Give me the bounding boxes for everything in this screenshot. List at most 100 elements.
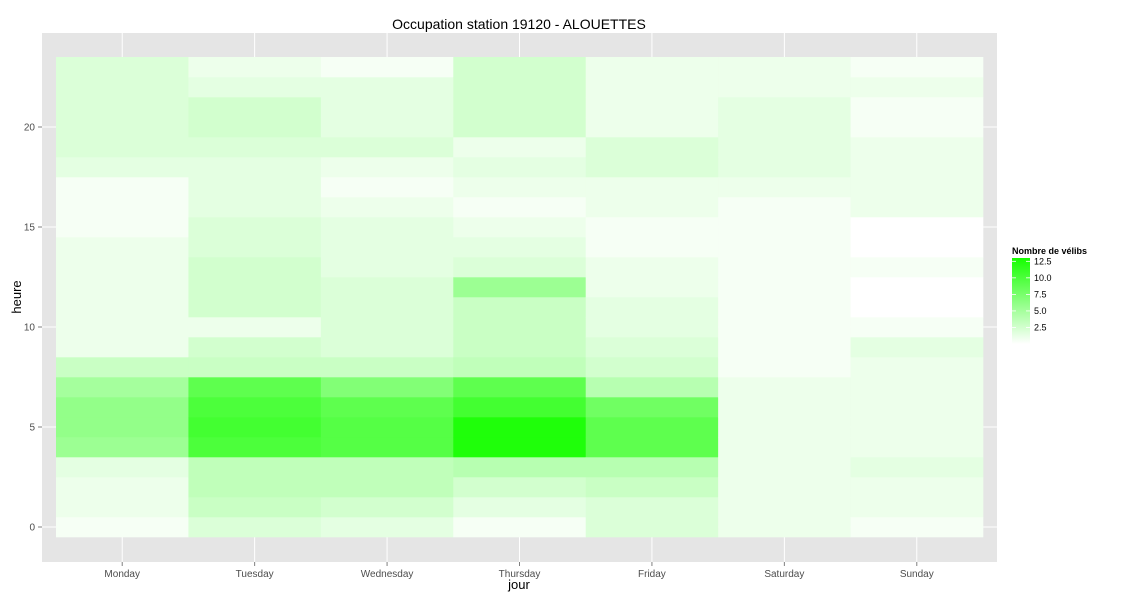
heatmap-cell-friday-11 <box>585 297 719 318</box>
heatmap-cell-saturday-19 <box>718 137 851 158</box>
heatmap-cell-monday-12 <box>56 277 189 298</box>
heatmap-cell-tuesday-1 <box>188 497 322 518</box>
heatmap-cell-tuesday-2 <box>188 477 322 498</box>
x-tick-label-saturday: Saturday <box>764 569 804 580</box>
heatmap-cell-wednesday-7 <box>320 377 454 398</box>
heatmap-cell-thursday-10 <box>453 317 587 338</box>
heatmap-cell-sunday-5 <box>850 417 984 438</box>
x-tick-label-wednesday: Wednesday <box>361 569 414 580</box>
heatmap-cell-monday-18 <box>56 157 189 178</box>
heatmap-cell-saturday-9 <box>718 337 851 358</box>
heatmap-cell-tuesday-11 <box>188 297 322 318</box>
y-axis-ticks: 0 5 10 15 20 <box>24 123 42 534</box>
heatmap-cell-tuesday-18 <box>188 157 322 178</box>
heatmap-cell-sunday-10 <box>850 317 984 338</box>
heatmap-cell-monday-8 <box>56 357 189 378</box>
heatmap-cell-wednesday-21 <box>320 97 454 118</box>
heatmap-cell-friday-21 <box>585 97 719 118</box>
heatmap-cell-tuesday-0 <box>188 517 322 538</box>
heatmap-cell-monday-9 <box>56 337 189 358</box>
heatmap-cell-sunday-21 <box>850 97 984 118</box>
heatmap-cell-wednesday-15 <box>320 217 454 238</box>
heatmap-cell-wednesday-4 <box>320 437 454 458</box>
heatmap-cell-thursday-9 <box>453 337 587 358</box>
heatmap-cell-friday-13 <box>585 257 719 278</box>
heatmap-cell-sunday-20 <box>850 117 984 138</box>
heatmap-cell-thursday-8 <box>453 357 587 378</box>
heatmap-cell-monday-1 <box>56 497 189 518</box>
heatmap-cell-wednesday-2 <box>320 477 454 498</box>
heatmap-cell-sunday-8 <box>850 357 984 378</box>
heatmap-cell-wednesday-1 <box>320 497 454 518</box>
heatmap-cell-tuesday-6 <box>188 397 322 418</box>
heatmap-cell-friday-15 <box>585 217 719 238</box>
heatmap-cells <box>56 57 984 538</box>
heatmap-cell-thursday-13 <box>453 257 587 278</box>
heatmap-cell-tuesday-12 <box>188 277 322 298</box>
heatmap-cell-wednesday-13 <box>320 257 454 278</box>
heatmap-cell-saturday-18 <box>718 157 851 178</box>
heatmap-cell-monday-20 <box>56 117 189 138</box>
heatmap-cell-friday-19 <box>585 137 719 158</box>
heatmap-cell-wednesday-22 <box>320 77 454 98</box>
heatmap-cell-wednesday-14 <box>320 237 454 258</box>
chart-title: Occupation station 19120 - ALOUETTES <box>392 16 646 32</box>
heatmap-cell-friday-8 <box>585 357 719 378</box>
heatmap-cell-saturday-6 <box>718 397 851 418</box>
x-tick-label-tuesday: Tuesday <box>236 569 274 580</box>
heatmap-cell-wednesday-5 <box>320 417 454 438</box>
heatmap-cell-tuesday-16 <box>188 197 322 218</box>
legend-ticks: 2.5 5.0 7.5 10.0 12.5 <box>1012 256 1052 332</box>
heatmap-cell-tuesday-7 <box>188 377 322 398</box>
legend-colorbar <box>1012 258 1030 344</box>
heatmap-cell-tuesday-5 <box>188 417 322 438</box>
heatmap-cell-thursday-17 <box>453 177 587 198</box>
heatmap-cell-monday-5 <box>56 417 189 438</box>
y-axis-title: heure <box>9 280 24 313</box>
heatmap-cell-thursday-15 <box>453 217 587 238</box>
heatmap-cell-thursday-1 <box>453 497 587 518</box>
heatmap-cell-sunday-15 <box>850 217 984 238</box>
heatmap-cell-wednesday-6 <box>320 397 454 418</box>
heatmap-cell-monday-13 <box>56 257 189 278</box>
heatmap-cell-wednesday-17 <box>320 177 454 198</box>
heatmap-cell-saturday-3 <box>718 457 851 478</box>
x-tick-label-friday: Friday <box>638 569 666 580</box>
heatmap-cell-thursday-22 <box>453 77 587 98</box>
heatmap-cell-sunday-17 <box>850 177 984 198</box>
heatmap-cell-tuesday-20 <box>188 117 322 138</box>
heatmap-cell-thursday-2 <box>453 477 587 498</box>
heatmap-cell-monday-4 <box>56 437 189 458</box>
heatmap-cell-monday-15 <box>56 217 189 238</box>
heatmap-cell-sunday-16 <box>850 197 984 218</box>
heatmap-cell-friday-23 <box>585 57 719 78</box>
heatmap-cell-saturday-5 <box>718 417 851 438</box>
heatmap-cell-tuesday-21 <box>188 97 322 118</box>
heatmap-cell-friday-9 <box>585 337 719 358</box>
heatmap-cell-saturday-17 <box>718 177 851 198</box>
x-tick-label-monday: Monday <box>104 569 140 580</box>
heatmap-cell-monday-19 <box>56 137 189 158</box>
heatmap-cell-saturday-23 <box>718 57 851 78</box>
legend-label-0: 2.5 <box>1034 322 1047 332</box>
heatmap-cell-sunday-0 <box>850 517 984 538</box>
heatmap-cell-friday-12 <box>585 277 719 298</box>
heatmap-cell-sunday-23 <box>850 57 984 78</box>
heatmap-cell-monday-23 <box>56 57 189 78</box>
heatmap-cell-monday-17 <box>56 177 189 198</box>
heatmap-cell-friday-16 <box>585 197 719 218</box>
heatmap-cell-tuesday-19 <box>188 137 322 158</box>
heatmap-cell-thursday-21 <box>453 97 587 118</box>
y-tick-label-2: 10 <box>24 323 36 334</box>
heatmap-cell-monday-21 <box>56 97 189 118</box>
heatmap-cell-thursday-12 <box>453 277 587 298</box>
heatmap-cell-sunday-18 <box>850 157 984 178</box>
heatmap-cell-wednesday-20 <box>320 117 454 138</box>
y-tick-label-3: 15 <box>24 223 36 234</box>
heatmap-cell-monday-6 <box>56 397 189 418</box>
heatmap-cell-saturday-8 <box>718 357 851 378</box>
y-tick-label-0: 0 <box>29 523 35 534</box>
heatmap-cell-sunday-11 <box>850 297 984 318</box>
heatmap-cell-tuesday-8 <box>188 357 322 378</box>
